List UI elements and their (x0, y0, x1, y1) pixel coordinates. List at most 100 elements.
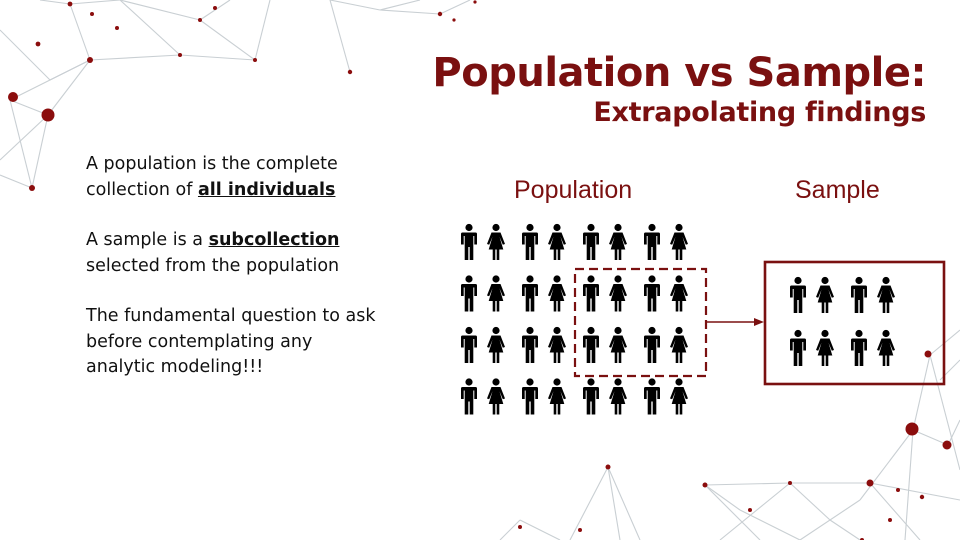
network-line (439, 0, 471, 15)
network-line (89, 54, 181, 61)
population-woman-icon (548, 275, 566, 312)
network-dot (198, 18, 202, 22)
population-woman-icon (487, 223, 505, 260)
population-woman-icon (487, 275, 505, 312)
population-woman-icon (670, 223, 688, 260)
emphasis-all-individuals: all individuals (197, 179, 336, 200)
network-dot (115, 26, 119, 30)
network-line (904, 429, 914, 540)
population-man-icon (644, 275, 660, 312)
emphasis-subcollection: subcollection (208, 230, 340, 250)
network-dot (90, 12, 94, 16)
population-man-icon (461, 275, 477, 312)
network-line (912, 429, 949, 446)
network-dot (518, 525, 522, 529)
network-dot (702, 482, 708, 488)
body-text: A population is the complete collection … (86, 152, 376, 406)
network-line (0, 29, 51, 81)
network-dot (473, 0, 477, 4)
population-woman-icon (609, 223, 627, 260)
population-man-icon (522, 275, 538, 312)
network-line (869, 482, 921, 540)
network-line (47, 59, 91, 116)
population-man-icon (522, 223, 538, 260)
sample-label: Sample (795, 176, 880, 204)
network-dot (8, 92, 18, 102)
network-line (0, 174, 33, 189)
arrow-head-icon (754, 318, 764, 326)
paragraph-sample-definition: A sample is a subcollection selected fro… (86, 228, 376, 279)
network-dot (942, 440, 952, 450)
network-line (9, 99, 49, 116)
network-line (254, 0, 271, 61)
network-dot (578, 528, 582, 532)
network-dot (29, 185, 35, 191)
title-line-2: Extrapolating findings (593, 97, 926, 128)
network-line (719, 482, 791, 540)
network-line (69, 0, 121, 5)
sample-man-icon (790, 329, 806, 366)
network-line (39, 0, 71, 5)
network-line (0, 114, 49, 161)
population-man-icon (583, 223, 599, 260)
sample-woman-icon (877, 276, 895, 313)
network-dot (919, 494, 925, 500)
paragraph-population-definition: A population is the complete collection … (86, 152, 376, 203)
paragraph-fundamental-question: The fundamental question to ask before c… (86, 306, 376, 377)
network-dot (788, 481, 792, 485)
population-man-icon (461, 326, 477, 363)
paragraph-text: A population is the complete collection … (86, 154, 338, 200)
network-line (859, 429, 914, 501)
network-line (739, 509, 801, 540)
network-line (519, 519, 561, 540)
population-woman-icon (609, 326, 627, 363)
network-line (179, 54, 256, 61)
population-woman-icon (487, 326, 505, 363)
network-line (119, 0, 181, 56)
network-line (499, 519, 521, 540)
population-man-icon (461, 378, 477, 415)
network-line (704, 482, 791, 486)
network-line (607, 466, 641, 540)
network-dot (605, 464, 611, 470)
sample-man-icon (790, 276, 806, 313)
population-man-icon (583, 275, 599, 312)
network-line (947, 419, 960, 446)
network-line (869, 482, 960, 501)
population-woman-icon (548, 223, 566, 260)
population-label: Population (514, 176, 633, 204)
network-line (704, 484, 761, 540)
network-dot (866, 479, 874, 487)
network-line (569, 466, 609, 540)
population-woman-icon (670, 378, 688, 415)
paragraph-text: A sample is a (86, 230, 209, 250)
population-woman-icon (609, 378, 627, 415)
network-dot (896, 488, 900, 492)
population-man-icon (461, 223, 477, 260)
network-dot (253, 58, 257, 62)
network-line (119, 0, 201, 21)
network-line (31, 114, 49, 189)
network-line (379, 9, 441, 15)
population-man-icon (522, 326, 538, 363)
network-line (9, 59, 91, 101)
network-dot (452, 18, 456, 22)
network-dot (35, 41, 41, 47)
population-woman-icon (548, 326, 566, 363)
network-dot (347, 69, 353, 75)
network-line (607, 466, 621, 540)
population-man-icon (583, 326, 599, 363)
population-woman-icon (548, 378, 566, 415)
network-line (69, 3, 91, 61)
slide-title: Population vs Sample: Extrapolating find… (432, 48, 926, 128)
network-line (329, 0, 351, 73)
network-line (789, 482, 831, 521)
population-man-icon (522, 378, 538, 415)
population-man-icon (644, 378, 660, 415)
population-woman-icon (609, 275, 627, 312)
population-woman-icon (487, 378, 505, 415)
network-line (9, 99, 33, 189)
network-dot (748, 508, 752, 512)
network-line (199, 19, 256, 61)
